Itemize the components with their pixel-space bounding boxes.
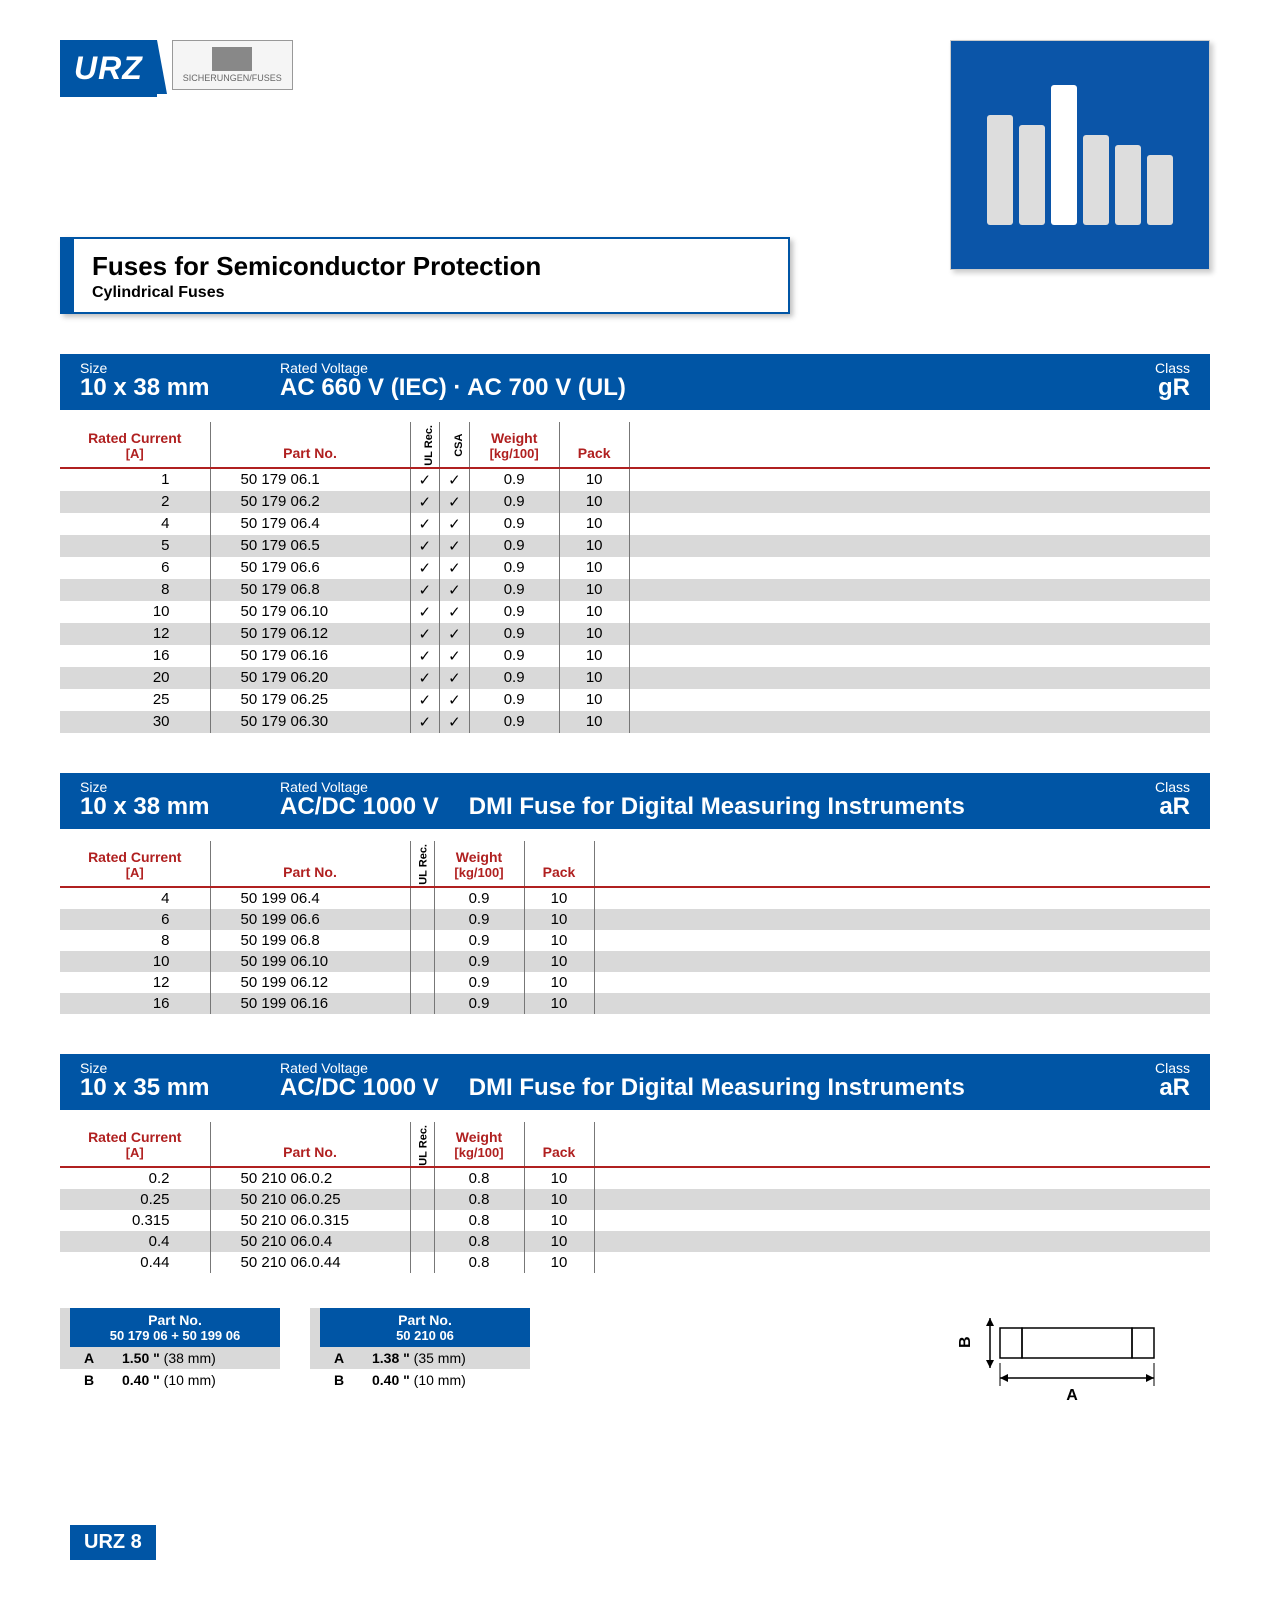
dimension-block: Part No.50 179 06 + 50 199 06A1.50 " (38… [60, 1308, 280, 1391]
section-header: Size10 x 35 mmRated VoltageAC/DC 1000 VD… [60, 1054, 1210, 1110]
page-footer: URZ 8 [70, 1525, 156, 1560]
svg-text:B: B [957, 1337, 974, 1349]
page-title: Fuses for Semiconductor Protection [92, 251, 770, 282]
siba-logo: SICHERUNGEN/FUSES [172, 40, 293, 90]
section-header: Size10 x 38 mmRated VoltageAC 660 V (IEC… [60, 354, 1210, 410]
dimensions-section: Part No.50 179 06 + 50 199 06A1.50 " (38… [60, 1308, 1210, 1438]
product-photo [950, 40, 1210, 270]
dimension-block: Part No.50 210 06A1.38 " (35 mm)B0.40 " … [310, 1308, 530, 1391]
section-header: Size10 x 38 mmRated VoltageAC/DC 1000 VD… [60, 773, 1210, 829]
data-table: Rated Current[A]Part No.UL Rec.CSAWeight… [60, 422, 1210, 733]
page-subtitle: Cylindrical Fuses [92, 284, 770, 302]
brand-logo: URZ [60, 40, 157, 97]
data-table: Rated Current[A]Part No.UL Rec.Weight[kg… [60, 1122, 1210, 1274]
siba-label: SICHERUNGEN/FUSES [183, 73, 282, 83]
fuse-schematic: B A [560, 1308, 1210, 1438]
page-title-box: Fuses for Semiconductor Protection Cylin… [60, 237, 790, 314]
svg-text:A: A [1066, 1387, 1078, 1404]
data-table: Rated Current[A]Part No.UL Rec.Weight[kg… [60, 841, 1210, 1014]
